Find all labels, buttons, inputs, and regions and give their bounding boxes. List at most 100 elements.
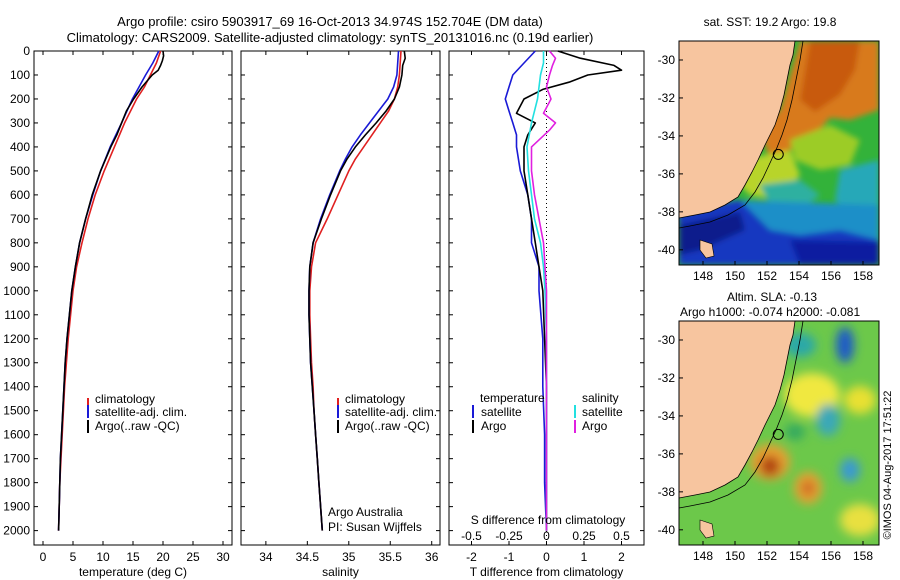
- x-tick-label: 30: [216, 550, 230, 564]
- lat-tick-label: -34: [658, 129, 676, 143]
- land-mass: [679, 41, 795, 218]
- legend-s-satellite-label: satellite: [582, 405, 623, 419]
- x-tick-label: 36: [425, 550, 439, 564]
- legend-argo-label: Argo(..raw -QC): [345, 419, 430, 433]
- x-axis-title: T difference from climatology: [470, 565, 624, 579]
- copyright-stamp: ©IMOS 04-Aug-2017 17:51:22: [882, 391, 894, 540]
- sla-map: [679, 321, 879, 545]
- s-tick-label: 0.5: [613, 529, 630, 543]
- depth-tick-label: 300: [10, 116, 30, 130]
- lat-tick-label: -40: [658, 243, 676, 257]
- lon-tick-label: 150: [725, 549, 745, 563]
- x-tick-label: 1: [581, 550, 588, 564]
- series-line-argo: [57, 50, 165, 531]
- figure-title-line1: Argo profile: csiro 5903917_69 16-Oct-20…: [117, 14, 543, 29]
- sst-map-frame: [678, 40, 880, 266]
- lon-tick-label: 152: [757, 269, 777, 283]
- x-axis-title: salinity: [322, 565, 359, 579]
- x-tick-label: 34: [259, 550, 273, 564]
- isobath: [679, 41, 804, 229]
- difference-panel: -2 -1 0 1 2T difference from climatology -0.5…: [448, 50, 645, 579]
- lon-tick-label: 156: [821, 269, 841, 283]
- argo-location-marker: [772, 148, 784, 160]
- lon-tick-label: 148: [693, 269, 713, 283]
- depth-tick-label: 900: [10, 260, 30, 274]
- lon-tick-label: 154: [789, 549, 809, 563]
- lon-tick-label: 150: [725, 269, 745, 283]
- difference-legend: temperature salinity satellite Argo sate…: [471, 391, 626, 527]
- depth-tick-label: 0: [23, 44, 30, 58]
- legend-t-argo-label: Argo: [481, 419, 507, 433]
- legend-climatology-label: climatology: [345, 392, 405, 406]
- legend-salinity-title: salinity: [582, 391, 619, 405]
- depth-tick-label: 200: [10, 92, 30, 106]
- coastline: [679, 41, 796, 219]
- lon-tick-label: 154: [789, 269, 809, 283]
- s-tick-label: -0.25: [495, 529, 523, 543]
- land-mass: [679, 321, 795, 498]
- series-line-argo: [308, 50, 407, 531]
- tasmania: [699, 519, 715, 539]
- s-tick-label: 0: [543, 529, 550, 543]
- coastline: [679, 321, 796, 499]
- sst-map: [679, 41, 879, 265]
- lat-tick-label: -32: [658, 91, 676, 105]
- depth-tick-label: 1200: [3, 332, 30, 346]
- x-tick-label: 34.5: [296, 550, 320, 564]
- lat-tick-label: -38: [658, 205, 676, 219]
- legend-temperature-title: temperature: [480, 391, 545, 405]
- legend-satellite-label: satellite-adj. clim.: [95, 405, 187, 419]
- depth-tick-label: 1700: [3, 452, 30, 466]
- plot-frame: [240, 50, 441, 546]
- lat-tick-label: -38: [658, 485, 676, 499]
- lat-tick-label: -32: [658, 371, 676, 385]
- series-line-satellite: [504, 50, 548, 531]
- s-difference-axis-title: S difference from climatology: [471, 513, 626, 527]
- x-tick-label: 5: [70, 550, 77, 564]
- x-axis-title: temperature (deg C): [79, 565, 187, 579]
- lat-tick-label: -36: [658, 447, 676, 461]
- lon-tick-label: 148: [693, 549, 713, 563]
- legend-t-satellite-label: satellite: [481, 405, 522, 419]
- plot-frame: [33, 50, 233, 546]
- sst-map-axes: 148 150 152 154 156 158 -30 -32 -34 -36 -38 -40: [658, 53, 874, 283]
- temperature-panel: 0100200300400500600700800900100011001200…: [3, 44, 233, 579]
- isobath: [679, 321, 804, 509]
- lon-tick-label: 156: [821, 549, 841, 563]
- series-line-sal_argo: [530, 50, 557, 531]
- depth-tick-label: 1500: [3, 404, 30, 418]
- depth-tick-label: 2000: [3, 524, 30, 538]
- lat-tick-label: -34: [658, 409, 676, 423]
- sst-map-title: sat. SST: 19.2 Argo: 19.8: [704, 15, 837, 29]
- lon-tick-label: 152: [757, 549, 777, 563]
- x-tick-label: 0: [543, 550, 550, 564]
- depth-tick-label: 1400: [3, 380, 30, 394]
- tasmania: [699, 239, 715, 259]
- legend-argo-label: Argo(..raw -QC): [95, 419, 180, 433]
- lon-tick-label: 158: [853, 549, 873, 563]
- argo-location-marker: [772, 428, 784, 440]
- lat-tick-label: -36: [658, 167, 676, 181]
- depth-tick-label: 500: [10, 164, 30, 178]
- legend-s-argo-label: Argo: [582, 419, 608, 433]
- x-tick-label: 35: [342, 550, 356, 564]
- depth-tick-label: 1300: [3, 356, 30, 370]
- lon-tick-label: 158: [853, 269, 873, 283]
- temperature-legend: climatology satellite-adj. clim. Argo(..…: [87, 392, 187, 433]
- x-tick-label: 15: [126, 550, 140, 564]
- depth-tick-label: 1600: [3, 428, 30, 442]
- x-tick-label: 35.5: [379, 550, 403, 564]
- s-tick-label: 0.25: [572, 529, 596, 543]
- s-tick-label: -0.5: [461, 529, 482, 543]
- depth-tick-label: 600: [10, 188, 30, 202]
- salinity-legend: climatology satellite-adj. clim. Argo(..…: [328, 392, 437, 534]
- lat-tick-label: -40: [658, 523, 676, 537]
- figure-title-line2: Climatology: CARS2009. Satellite-adjuste…: [67, 30, 594, 45]
- depth-tick-label: 1900: [3, 500, 30, 514]
- sla-pattern: [750, 327, 879, 536]
- x-tick-label: 0: [40, 550, 47, 564]
- depth-tick-label: 1000: [3, 284, 30, 298]
- sla-map-title: Altim. SLA: -0.13: [727, 290, 817, 304]
- depth-tick-label: 1100: [4, 308, 30, 322]
